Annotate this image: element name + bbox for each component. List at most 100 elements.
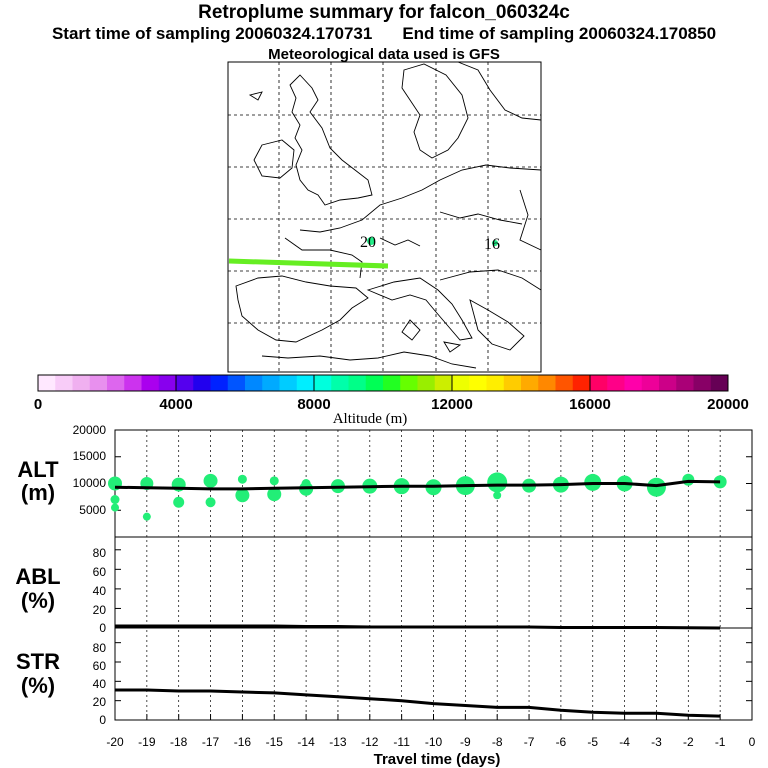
y-tick-marks xyxy=(115,429,752,702)
coast-adriatic xyxy=(439,269,542,291)
colorbar xyxy=(38,375,729,391)
start-time-label: Start time of sampling 20060324.170731 xyxy=(51,24,373,43)
colorbar-cell xyxy=(572,375,591,391)
alt-point xyxy=(110,495,120,505)
colorbar-cell xyxy=(452,375,470,391)
colorbar-cell xyxy=(538,375,556,391)
colorbar-cell xyxy=(262,375,280,391)
colorbar-cell xyxy=(641,375,660,391)
alt-point xyxy=(237,474,247,484)
met-data-label: Meteorological data used is GFS xyxy=(268,46,500,63)
colorbar-cell xyxy=(296,375,315,391)
colorbar-cell xyxy=(417,375,436,391)
abl-unit-label: (%) xyxy=(21,588,55,613)
str-ytick-20: 20 xyxy=(93,695,107,709)
x-tick-label: -2 xyxy=(683,735,694,749)
coast-britain xyxy=(289,74,373,206)
x-tick-label: -17 xyxy=(202,735,220,749)
colorbar-cell xyxy=(521,375,539,391)
abl-ytick-40: 40 xyxy=(93,584,107,598)
alt-point xyxy=(142,512,151,521)
colorbar-cell xyxy=(624,375,643,391)
alt-point xyxy=(713,475,727,489)
coast-baltic-east xyxy=(457,61,542,121)
str-ytick-0: 0 xyxy=(99,713,106,727)
colorbar-cell xyxy=(55,375,73,391)
colorbar-cell xyxy=(210,375,229,391)
str-ytick-80: 80 xyxy=(93,641,107,655)
x-tick-label: -7 xyxy=(524,735,535,749)
x-tick-label: -3 xyxy=(651,735,662,749)
colorbar-cell xyxy=(176,375,194,391)
x-tick-label: -14 xyxy=(297,735,315,749)
alt-point xyxy=(493,491,502,500)
sampling-times: Start time of sampling 20060324.170731 En… xyxy=(0,25,768,42)
map-frame xyxy=(227,61,542,373)
plume-track xyxy=(228,258,389,269)
alt-ytick-10000: 10000 xyxy=(73,476,107,490)
colorbar-cell xyxy=(141,375,160,391)
alt-point xyxy=(205,497,216,508)
x-axis-label: Travel time (days) xyxy=(374,751,501,768)
x-tick-label: -12 xyxy=(361,735,379,749)
colorbar-cell xyxy=(227,375,246,391)
colorbar-cell xyxy=(348,375,367,391)
end-time-label: End time of sampling 20060324.170850 xyxy=(402,24,717,43)
colorbar-tick-label: 4000 xyxy=(159,396,192,413)
abl-line xyxy=(115,624,721,630)
chart-title: Retroplume summary for falcon_060324c xyxy=(198,2,570,23)
x-axis: -20 -19 -18 -17 -16 -15 -14 -13 -12 -11 -10 -9 -8 -7-… xyxy=(106,714,756,749)
colorbar-cell xyxy=(503,375,522,391)
coast-east-border xyxy=(519,189,542,251)
x-tick-label: -6 xyxy=(556,735,567,749)
alt-label: ALT xyxy=(17,457,59,482)
colorbar-cell xyxy=(107,375,125,391)
str-yaxis: 80 60 40 20 0 xyxy=(93,641,107,727)
alt-point xyxy=(111,503,119,512)
colorbar-tick-label: 12000 xyxy=(431,396,473,413)
alt-point xyxy=(682,473,695,486)
colorbar-cell xyxy=(89,375,108,391)
colorbar-cell xyxy=(590,375,608,391)
colorbar-cell xyxy=(555,375,574,391)
x-tick-label: -4 xyxy=(619,735,630,749)
colorbar-cell xyxy=(193,375,211,391)
str-line xyxy=(115,688,721,718)
panel-vertical-gridlines xyxy=(146,430,721,720)
colorbar-tick-label: 16000 xyxy=(569,396,611,413)
colorbar-cell xyxy=(314,375,332,391)
x-tick-label: -10 xyxy=(425,735,443,749)
str-ytick-40: 40 xyxy=(93,677,107,691)
colorbar-cell xyxy=(607,375,625,391)
abl-ytick-0: 0 xyxy=(99,621,106,635)
colorbar-cell xyxy=(659,375,677,391)
str-ytick-60: 60 xyxy=(93,659,107,673)
colorbar-ticks: 0 4000 8000 12000 16000 20000 xyxy=(34,375,749,413)
x-tick-label: -11 xyxy=(393,735,410,749)
x-tick-label: -5 xyxy=(587,735,598,749)
x-tick-label: -20 xyxy=(106,735,124,749)
colorbar-cell xyxy=(469,375,487,391)
alt-point xyxy=(267,487,282,502)
coast-italy xyxy=(366,277,473,341)
map-panel: 20 16 xyxy=(227,61,542,373)
colorbar-tick-label: 8000 xyxy=(297,396,330,413)
str-label: STR xyxy=(16,649,60,674)
alt-ytick-20000: 20000 xyxy=(73,423,107,437)
colorbar-cell xyxy=(158,375,177,391)
alt-yaxis: 20000 15000 10000 5000 xyxy=(73,423,107,517)
colorbar-frame xyxy=(37,374,729,392)
alt-ytick-5000: 5000 xyxy=(79,503,106,517)
coast-iberia xyxy=(235,275,369,343)
colorbar-cell xyxy=(365,375,384,391)
alt-median-line xyxy=(114,479,721,491)
colorbar-cell xyxy=(693,375,712,391)
coast-sardinia xyxy=(401,319,421,341)
colorbar-cell xyxy=(676,375,694,391)
coast-north-europe xyxy=(299,164,542,233)
map-label-16: 16 xyxy=(484,236,500,253)
alt-point xyxy=(203,473,218,488)
alt-ytick-15000: 15000 xyxy=(73,449,107,463)
coast-ireland xyxy=(253,139,295,179)
